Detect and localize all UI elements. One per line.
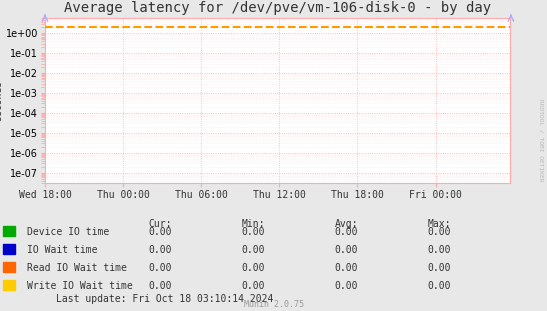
Text: Min:: Min: xyxy=(242,219,265,229)
Text: Device IO time: Device IO time xyxy=(27,227,109,237)
Y-axis label: seconds: seconds xyxy=(0,80,3,121)
Text: Munin 2.0.75: Munin 2.0.75 xyxy=(243,300,304,309)
Text: 0.00: 0.00 xyxy=(428,227,451,237)
Text: 0.00: 0.00 xyxy=(335,245,358,255)
Text: RRDTOOL / TOBI OETIKER: RRDTOOL / TOBI OETIKER xyxy=(538,99,543,181)
Text: 0.00: 0.00 xyxy=(335,263,358,273)
Text: Write IO Wait time: Write IO Wait time xyxy=(27,281,133,291)
Text: 0.00: 0.00 xyxy=(335,227,358,237)
Text: 0.00: 0.00 xyxy=(149,245,172,255)
Text: 0.00: 0.00 xyxy=(428,281,451,291)
Text: 0.00: 0.00 xyxy=(149,263,172,273)
Text: Avg:: Avg: xyxy=(335,219,358,229)
Title: Average latency for /dev/pve/vm-106-disk-0 - by day: Average latency for /dev/pve/vm-106-disk… xyxy=(64,2,491,16)
Text: Max:: Max: xyxy=(428,219,451,229)
Text: 0.00: 0.00 xyxy=(335,281,358,291)
Text: 0.00: 0.00 xyxy=(428,263,451,273)
Text: 0.00: 0.00 xyxy=(242,245,265,255)
Text: 0.00: 0.00 xyxy=(149,281,172,291)
Text: IO Wait time: IO Wait time xyxy=(27,245,98,255)
Text: Cur:: Cur: xyxy=(149,219,172,229)
Text: 0.00: 0.00 xyxy=(242,227,265,237)
Text: Read IO Wait time: Read IO Wait time xyxy=(27,263,127,273)
Text: 0.00: 0.00 xyxy=(242,281,265,291)
Text: 0.00: 0.00 xyxy=(242,263,265,273)
Text: 0.00: 0.00 xyxy=(428,245,451,255)
Text: 0.00: 0.00 xyxy=(149,227,172,237)
Text: Last update: Fri Oct 18 03:10:14 2024: Last update: Fri Oct 18 03:10:14 2024 xyxy=(56,294,274,304)
